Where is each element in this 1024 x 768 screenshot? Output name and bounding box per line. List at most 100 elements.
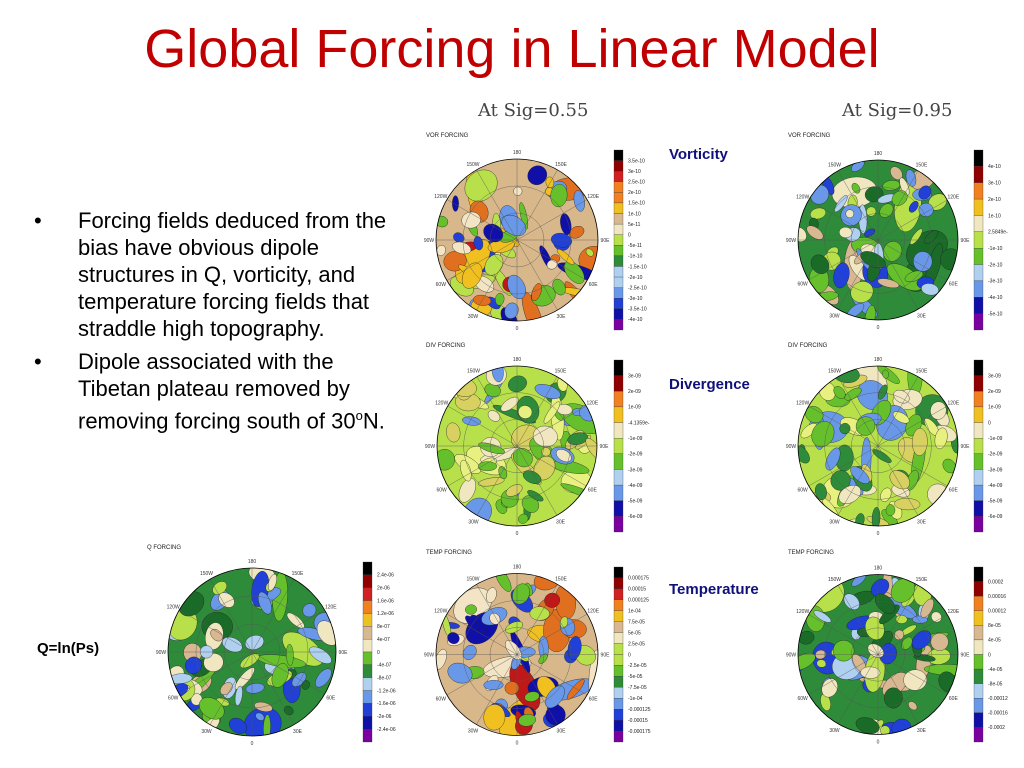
legend-swatch xyxy=(613,709,624,721)
contour-blob xyxy=(806,225,824,240)
legend-swatch xyxy=(613,202,624,214)
legend-label: -4e-05 xyxy=(988,667,1003,673)
legend-swatch xyxy=(362,651,373,666)
contour-blob xyxy=(833,262,850,289)
meridian-line xyxy=(516,584,558,655)
legend-label: 0.000125 xyxy=(628,598,649,604)
contour-blob xyxy=(830,470,851,491)
contour-blob xyxy=(446,422,461,443)
longitude-label: 120W xyxy=(434,609,447,615)
legend-label: 2e-09 xyxy=(988,389,1001,395)
row-label-vorticity: Vorticity xyxy=(669,146,728,163)
contour-blob xyxy=(870,578,890,597)
legend-swatch xyxy=(973,683,984,699)
contour-blob xyxy=(908,200,919,213)
longitude-label: 60W xyxy=(798,488,809,494)
legend-swatch xyxy=(362,626,373,640)
meridian-line xyxy=(447,405,518,447)
longitude-label: 90W xyxy=(156,650,167,656)
legend-swatch xyxy=(973,149,984,167)
contour-blob xyxy=(245,683,265,694)
contour-blob xyxy=(877,278,900,289)
longitude-label: 60E xyxy=(326,696,336,702)
legend-swatch xyxy=(973,391,984,408)
legend-label: -0.00016 xyxy=(988,711,1008,717)
legend-swatch xyxy=(613,181,624,193)
longitude-label: 90W xyxy=(424,653,434,659)
panel-title: VOR FORCING xyxy=(426,133,469,139)
contour-blob xyxy=(563,260,585,284)
meridian-line xyxy=(808,405,879,447)
map-border xyxy=(797,365,959,527)
legend-label: 0 xyxy=(988,652,991,658)
longitude-label: 120E xyxy=(587,194,599,200)
meridian-line xyxy=(251,651,325,695)
legend-label: 0.0002 xyxy=(988,579,1004,585)
meridian-line xyxy=(446,654,518,696)
legend-label: -0.0002 xyxy=(988,725,1005,731)
legend-swatch xyxy=(973,625,984,641)
contour-blob xyxy=(893,389,910,404)
meridian-line xyxy=(837,239,879,310)
contour-blob xyxy=(913,251,933,272)
legend-label: 1.2e-06 xyxy=(377,611,394,617)
legend-swatch xyxy=(613,406,624,423)
legend-label: -2e-06 xyxy=(377,714,392,720)
contour-blob xyxy=(495,292,505,306)
bullet-text: Dipole associated with the Tibetan plate… xyxy=(78,349,356,434)
longitude-label: 30E xyxy=(917,519,927,525)
legend-swatch xyxy=(973,654,984,670)
forcing-field xyxy=(436,159,598,321)
longitude-label: 90W xyxy=(424,238,434,244)
legend-swatch xyxy=(613,654,624,666)
legend-swatch xyxy=(613,234,624,246)
map-border xyxy=(797,159,959,321)
meridian-line xyxy=(516,613,588,655)
contour-blob xyxy=(567,432,589,445)
contour-blob xyxy=(839,423,851,435)
row-label-temperature: Temperature xyxy=(669,581,759,598)
contour-blob xyxy=(529,606,550,621)
legend-swatch xyxy=(613,719,624,732)
forcing-field xyxy=(798,160,958,320)
contour-blob xyxy=(518,713,536,727)
longitude-label: 0 xyxy=(516,531,519,537)
legend-swatch xyxy=(973,406,984,423)
contour-blob xyxy=(228,717,248,734)
contour-blob xyxy=(816,659,827,668)
contour-blob xyxy=(850,281,874,303)
contour-blob xyxy=(880,725,891,735)
legend-label: -0.00015 xyxy=(628,718,648,724)
legend-label: 4e-05 xyxy=(988,638,1001,644)
meridian-line xyxy=(446,239,518,281)
legend-swatch xyxy=(613,687,624,699)
meridian-line xyxy=(251,651,295,725)
contour-blob xyxy=(267,573,277,591)
longitude-label: 60E xyxy=(589,697,599,703)
legend-swatch xyxy=(362,664,373,678)
legend-swatch xyxy=(973,484,984,501)
sig-label-055: At Sig=0.55 xyxy=(478,100,589,121)
legend-label: -0.00012 xyxy=(988,696,1008,702)
longitude-label: 30E xyxy=(917,728,927,734)
legend-label: -1.6e-06 xyxy=(377,701,396,707)
legend-label: 3.5e-10 xyxy=(628,158,645,164)
contour-blob xyxy=(315,668,332,688)
legend-swatch xyxy=(362,561,373,576)
legend-swatch xyxy=(973,500,984,517)
legend-swatch xyxy=(613,516,624,533)
legend-label: 1e-10 xyxy=(628,211,641,217)
meridian-line xyxy=(476,169,518,241)
contour-blob xyxy=(892,411,910,424)
meridian-line xyxy=(446,613,518,655)
contour-blob xyxy=(885,504,896,516)
contour-blob xyxy=(908,701,918,711)
legend-swatch xyxy=(973,668,984,684)
legend-label: -0.000125 xyxy=(628,707,651,713)
legend-label: -1e-10 xyxy=(628,254,643,260)
legend-swatch xyxy=(362,728,373,743)
legend-label: -8e-07 xyxy=(377,676,392,682)
legend-swatch xyxy=(613,223,624,235)
panel-title: VOR FORCING xyxy=(788,133,831,139)
meridian-line xyxy=(837,445,879,516)
